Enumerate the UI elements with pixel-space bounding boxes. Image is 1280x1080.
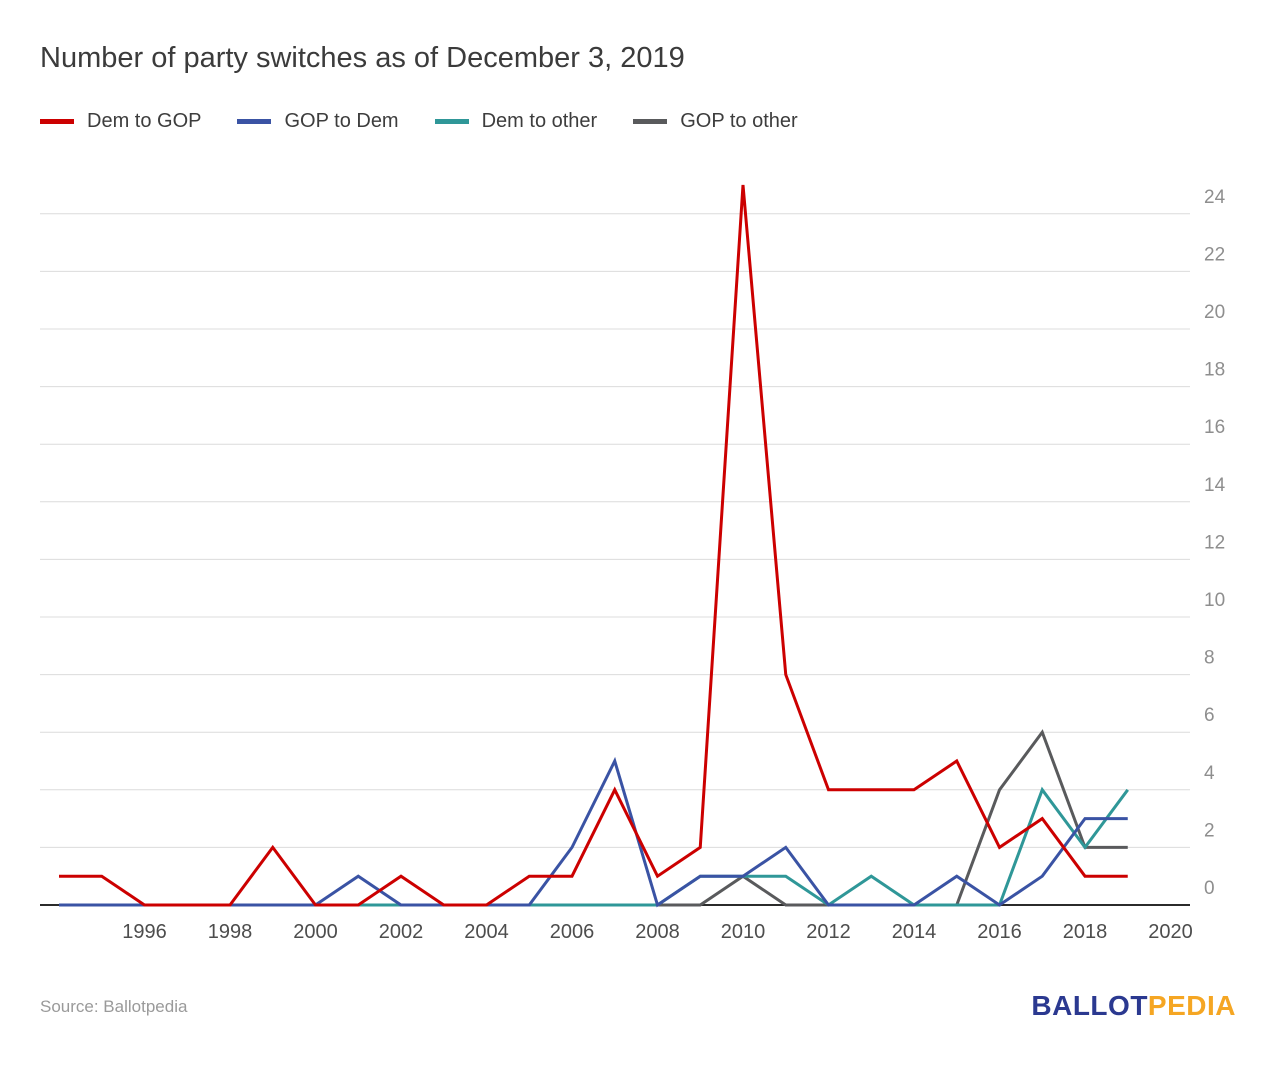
y-tick-label: 14 — [1204, 475, 1226, 496]
legend-label: Dem to other — [481, 110, 598, 132]
legend-swatch-icon — [237, 119, 272, 124]
series-line-gop-to-dem — [59, 756, 1128, 908]
y-tick-label: 2 — [1204, 820, 1215, 841]
x-tick-label: 2002 — [379, 921, 424, 943]
x-tick-label: 2010 — [721, 921, 766, 943]
ballotpedia-logo: BALLOTPEDIA — [1031, 990, 1236, 1022]
y-tick-label: 16 — [1204, 417, 1225, 438]
x-tick-label: 1996 — [122, 921, 167, 943]
legend-label: GOP to Dem — [284, 110, 399, 132]
x-tick-label: 2006 — [550, 921, 595, 943]
legend-item-gop-to-dem: GOP to Dem — [237, 110, 399, 133]
source-text: Source: Ballotpedia — [40, 997, 188, 1016]
legend-swatch-icon — [434, 119, 469, 124]
y-tick-label: 24 — [1204, 187, 1226, 208]
series-line-gop-to-other — [59, 729, 1128, 907]
y-tick-label: 0 — [1204, 878, 1215, 899]
y-tick-label: 6 — [1204, 705, 1215, 726]
legend-item-dem-to-other: Dem to other — [434, 110, 598, 133]
legend-label: Dem to GOP — [87, 110, 202, 132]
logo-pedia-text: PEDIA — [1147, 990, 1236, 1021]
y-tick-label: 12 — [1204, 532, 1225, 553]
x-tick-label: 2012 — [806, 921, 851, 943]
legend-swatch-icon — [40, 119, 74, 124]
x-tick-label: 2008 — [635, 921, 680, 943]
series-line-dem-to-gop — [59, 184, 1128, 907]
x-tick-label: 1998 — [208, 921, 253, 943]
chart-title: Number of party switches as of December … — [40, 42, 685, 74]
legend-item-gop-to-other: GOP to other — [633, 110, 798, 133]
y-tick-label: 18 — [1204, 360, 1225, 381]
y-tick-label: 8 — [1204, 648, 1215, 669]
logo-ballot-text: BALLOT — [1031, 990, 1148, 1021]
x-tick-label: 2016 — [977, 921, 1022, 943]
y-tick-label: 4 — [1204, 763, 1215, 784]
y-tick-label: 10 — [1204, 590, 1225, 611]
x-tick-label: 2000 — [293, 921, 338, 943]
x-tick-label: 2004 — [464, 921, 509, 943]
x-tick-label: 2020 — [1148, 921, 1193, 943]
x-tick-label: 2018 — [1063, 921, 1108, 943]
chart-legend: Dem to GOP GOP to Dem Dem to other GOP to o… — [40, 110, 798, 133]
legend-item-dem-to-gop: Dem to GOP — [40, 110, 201, 133]
legend-label: GOP to other — [680, 110, 798, 132]
y-tick-label: 20 — [1204, 302, 1225, 323]
y-tick-label: 22 — [1204, 244, 1225, 265]
x-tick-label: 2014 — [892, 921, 937, 943]
legend-swatch-icon — [633, 119, 668, 124]
